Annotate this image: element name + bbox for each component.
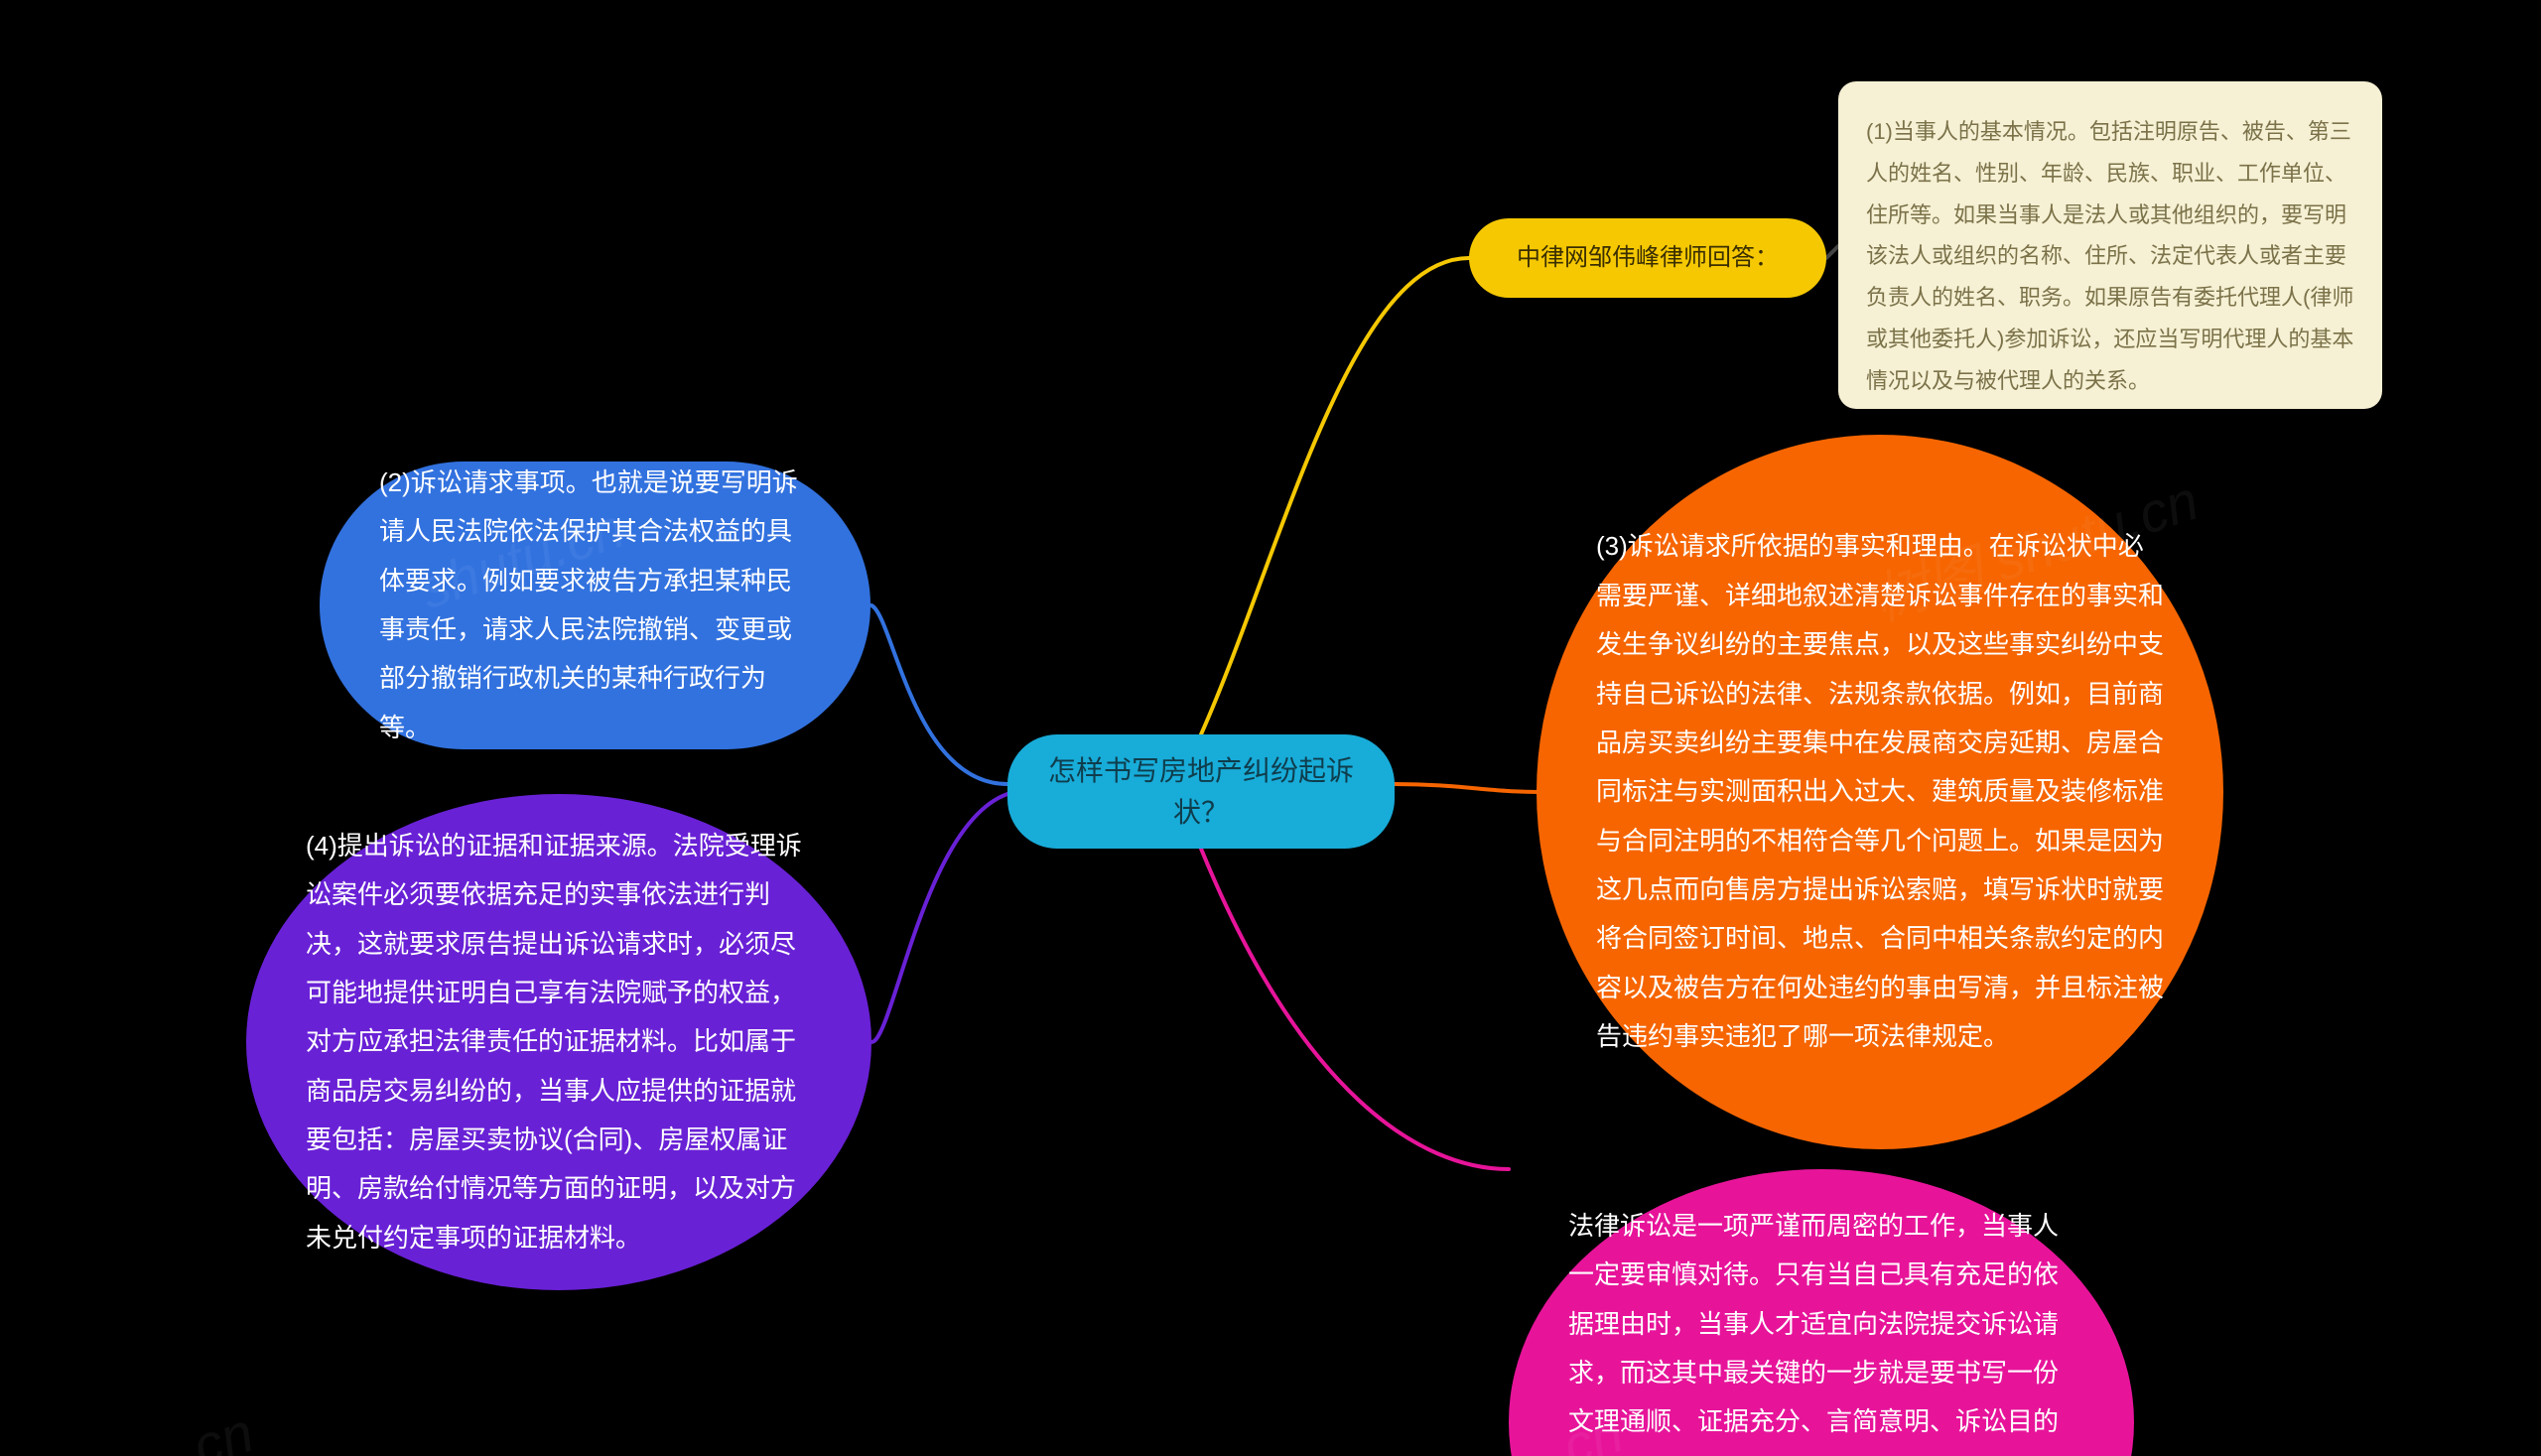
node-note1[interactable]: (1)当事人的基本情况。包括注明原告、被告、第三人的姓名、性别、年龄、民族、职业… <box>1838 81 2382 409</box>
node-label: (3)诉讼请求所依据的事实和理由。在诉讼状中必需要严谨、详细地叙述清楚诉讼事件存… <box>1596 522 2164 1061</box>
edge-lawyer-note1 <box>1826 246 1838 258</box>
node-label: 法律诉讼是一项严谨而周密的工作，当事人一定要审慎对待。只有当自己具有充足的依据理… <box>1568 1202 2074 1456</box>
center-label: 怎样书写房地产纠纷起诉状？ <box>1037 750 1365 834</box>
node-label: (1)当事人的基本情况。包括注明原告、被告、第三人的姓名、性别、年龄、民族、职业… <box>1866 119 2353 393</box>
edge-center-n3 <box>1395 784 1538 792</box>
edge-center-n2 <box>871 605 1007 784</box>
node-n4[interactable]: (4)提出诉讼的证据和证据来源。法院受理诉讼案件必须要依据充足的实事依法进行判决… <box>246 794 871 1290</box>
node-label: (2)诉讼请求事项。也就是说要写明诉请人民法院依法保护其合法权益的具体要求。例如… <box>379 459 811 752</box>
node-lawyer[interactable]: 中律网邹伟峰律师回答： <box>1469 218 1826 298</box>
edge-center-lawyer <box>1201 258 1469 734</box>
node-n2[interactable]: (2)诉讼请求事项。也就是说要写明诉请人民法院依法保护其合法权益的具体要求。例如… <box>320 462 870 749</box>
node-n3[interactable]: (3)诉讼请求所依据的事实和理由。在诉讼状中必需要严谨、详细地叙述清楚诉讼事件存… <box>1537 435 2223 1149</box>
watermark: .cn <box>171 1399 261 1456</box>
edge-center-n4 <box>871 794 1007 1042</box>
center-node[interactable]: 怎样书写房地产纠纷起诉状？ <box>1007 734 1395 849</box>
node-label: 中律网邹伟峰律师回答： <box>1517 235 1779 281</box>
node-n5[interactable]: 法律诉讼是一项严谨而周密的工作，当事人一定要审慎对待。只有当自己具有充足的依据理… <box>1509 1169 2134 1456</box>
edge-center-n5 <box>1201 849 1509 1169</box>
mindmap-canvas: 怎样书写房地产纠纷起诉状？ 中律网邹伟峰律师回答： (1)当事人的基本情况。包括注… <box>0 0 2541 1456</box>
node-label: (4)提出诉讼的证据和证据来源。法院受理诉讼案件必须要依据充足的实事依法进行判决… <box>306 822 812 1263</box>
